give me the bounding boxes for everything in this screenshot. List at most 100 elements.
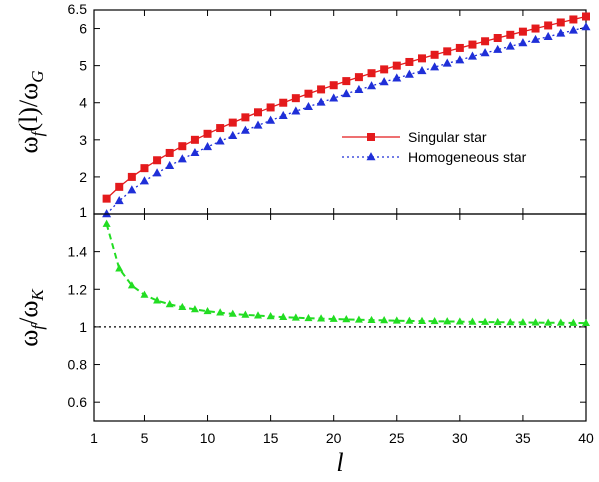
- legend-marker-1: [367, 133, 375, 141]
- x-tick-label: 25: [389, 430, 405, 446]
- bottom-series-point: [115, 264, 124, 272]
- top-series-1-point: [190, 135, 199, 144]
- top-series-1-point: [203, 129, 212, 138]
- top-series-1-point: [544, 21, 553, 30]
- top-series-2-point: [114, 196, 124, 205]
- x-tick-label: 1: [90, 430, 98, 446]
- top-series-1-point: [493, 34, 502, 43]
- top-series-2-point: [493, 44, 503, 53]
- top-series-1-point: [569, 15, 578, 24]
- top-series-2-point: [442, 58, 452, 67]
- top-series-2-point: [152, 168, 162, 177]
- top-series-2-point: [341, 88, 351, 98]
- legend-label-1: Singular star: [408, 129, 487, 145]
- legend-marker-2: [366, 152, 376, 161]
- top-series-2-point: [190, 147, 200, 157]
- bottom-series-point: [367, 315, 376, 324]
- bottom-series-point: [354, 315, 363, 323]
- top-series-1-point: [241, 113, 250, 122]
- top-series-2-point: [253, 120, 263, 129]
- bottom-series-point: [317, 314, 326, 322]
- x-axis-title: l: [336, 448, 343, 477]
- bottom-plot-frame: [93, 213, 587, 422]
- top-series-2-point: [455, 55, 465, 64]
- bottom-series-point: [430, 316, 439, 325]
- bottom-series-point: [342, 315, 351, 323]
- top-series-1-point: [254, 108, 262, 117]
- bottom-series-point: [304, 313, 313, 322]
- top-series-1-point: [216, 124, 225, 133]
- top-y-tick-label: 1: [79, 204, 87, 220]
- top-y-tick-label: 2: [79, 169, 87, 185]
- top-series-2-point: [215, 136, 225, 145]
- bottom-series-point: [556, 318, 565, 326]
- top-series-1-point: [531, 24, 540, 33]
- top-series-2-point: [266, 115, 276, 124]
- top-series-1-point: [102, 194, 111, 203]
- x-tick-label: 40: [578, 430, 594, 446]
- top-series-2-point: [367, 81, 377, 90]
- top-y-tick-label: 5: [79, 58, 87, 74]
- top-series-1-point: [418, 54, 426, 63]
- top-series-2-point: [543, 31, 553, 40]
- bottom-series-point: [153, 296, 162, 304]
- top-series-1-point: [443, 47, 452, 56]
- bottom-series-point: [468, 317, 477, 325]
- bottom-series-point: [178, 302, 187, 311]
- x-tick-label: 20: [326, 430, 342, 446]
- top-series-1-point: [430, 50, 439, 59]
- bottom-series-point: [127, 281, 136, 289]
- top-series-2-point: [518, 38, 528, 47]
- top-series-2-point: [467, 51, 477, 60]
- top-y-tick-label: 4: [79, 95, 87, 111]
- bottom-series-point: [405, 316, 414, 324]
- top-y-axis-title: ωf(l)/ωG: [14, 70, 47, 153]
- top-series-2-point: [505, 41, 515, 50]
- top-series-1-point: [367, 69, 376, 78]
- legend: Singular star Homogeneous star: [342, 129, 527, 165]
- top-series-1-point: [518, 27, 527, 36]
- top-series-2-point: [531, 34, 541, 43]
- top-series-1-point: [329, 81, 338, 90]
- x-tick-label: 5: [141, 430, 149, 446]
- top-series-2-point: [568, 25, 578, 34]
- bottom-series-point: [329, 314, 338, 322]
- bottom-series-point: [102, 219, 111, 227]
- top-series-1-point: [582, 12, 590, 21]
- top-series-2-point: [303, 101, 313, 111]
- top-series-2-point: [354, 84, 364, 93]
- bottom-series-point: [518, 318, 527, 326]
- bottom-series-point: [443, 317, 452, 325]
- top-series-1-point: [266, 103, 275, 112]
- top-series-1-point: [354, 73, 363, 82]
- top-series-2-point: [165, 160, 175, 170]
- top-series-2-point: [203, 142, 213, 151]
- top-y-axis-title-text: ωf(l)/ωG: [14, 70, 47, 153]
- top-series-2-point: [581, 22, 591, 31]
- bottom-y-tick-label: 0.8: [68, 357, 88, 373]
- bottom-y-tick-label: 1.2: [68, 281, 88, 297]
- top-series-2-point: [228, 130, 238, 139]
- top-series-1-point: [481, 37, 490, 46]
- top-series-1-point: [380, 65, 389, 74]
- bottom-series-point: [165, 300, 174, 308]
- bottom-y-axis-title-text: ωf/ωK: [14, 288, 47, 347]
- x-tick-label: 30: [452, 430, 468, 446]
- bottom-y-tick-label: 0.6: [68, 394, 88, 410]
- x-tick-label: 35: [515, 430, 531, 446]
- top-series-1-point: [468, 40, 477, 49]
- bottom-series-point: [254, 311, 262, 319]
- top-series-1-point: [127, 172, 136, 181]
- x-tick-label: 15: [263, 430, 279, 446]
- bottom-series-point: [291, 313, 300, 321]
- top-series-2-point: [102, 209, 112, 218]
- bottom-series-point: [569, 318, 578, 326]
- bottom-series-point: [493, 317, 502, 326]
- bottom-series-point: [392, 316, 401, 324]
- top-series-1-point: [115, 182, 124, 191]
- top-series-1-point: [165, 148, 174, 157]
- top-series-1-point: [556, 18, 565, 27]
- bottom-y-tick-label: 1: [79, 319, 87, 335]
- bottom-series-point: [266, 312, 275, 320]
